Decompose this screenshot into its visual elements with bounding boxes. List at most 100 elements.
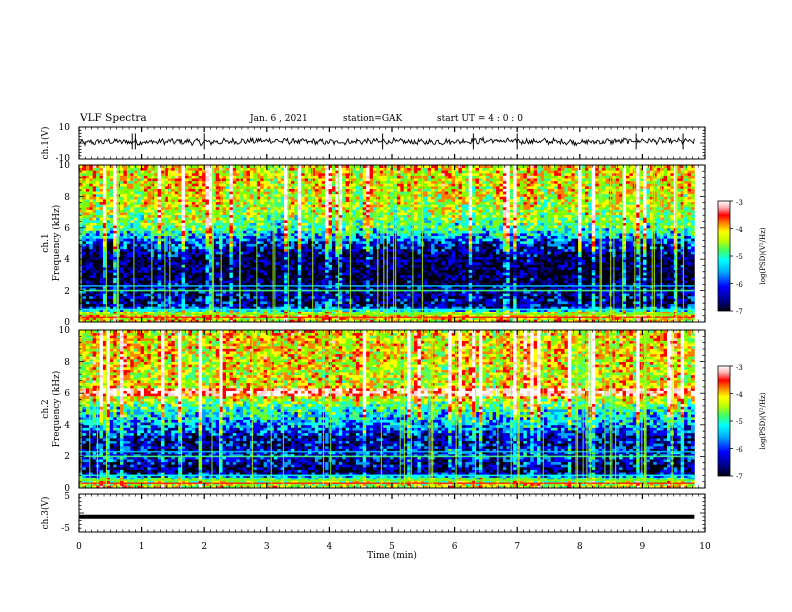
spectrogram-cell [96,262,100,265]
spectrogram-cell [144,181,148,184]
spectrogram-cell [199,262,203,265]
spectrogram-cell [342,275,346,278]
spectrogram-cell [308,238,312,241]
spectrogram-cell [247,209,251,212]
spectrogram-cell [89,173,93,176]
spectrogram-cell [305,304,309,307]
spectrogram-cell [158,301,162,304]
spectrogram-cell [311,170,315,173]
spectrogram-cell [137,168,141,171]
spectrogram-cell [260,238,264,241]
spectrogram-cell [188,175,192,178]
spectrogram-cell [82,202,86,205]
spectrogram-cell [110,217,114,220]
spectrogram-cell [205,264,209,267]
spectrogram-cell [82,254,86,257]
spectrogram-cell [199,257,203,260]
spectrogram-cell [250,204,254,207]
spectrogram-cell [305,244,309,247]
spectrogram-cell [226,304,230,307]
spectrogram-cell [192,301,196,304]
spectrogram-cell [127,204,131,207]
spectrogram-cell [339,215,343,218]
spectrogram-cell [301,223,305,226]
spectrogram-cell [141,267,145,270]
spectrogram-cell [182,278,186,281]
spectrogram-cell [233,298,237,301]
spectrogram-cell [342,230,346,233]
spectrogram-cell [178,259,182,262]
spectrogram-cell [141,293,145,296]
spectrogram-cell [137,204,141,207]
spectrogram-cell [281,194,285,197]
spectrogram-cell [346,194,350,197]
spectrogram-cell [311,262,315,265]
spectrogram-cell [158,259,162,262]
spectrogram-cell [147,220,151,223]
spectrogram-cell [144,249,148,252]
spectrogram-cell [171,183,175,186]
spectrogram-cell [127,186,131,189]
spectrogram-cell [267,298,271,301]
spectrogram-cell [96,304,100,307]
spectrogram-cell [96,217,100,220]
spectrogram-cell [233,217,237,220]
spectrogram-cell [158,244,162,247]
spectrogram-cell [308,296,312,299]
spectrogram-cell [175,275,179,278]
spectrogram-cell [329,280,333,283]
spectrogram-cell [192,178,196,181]
spectrogram-cell [120,204,124,207]
spectrogram-cell [185,189,189,192]
spectrogram-cell [284,204,288,207]
spectrogram-cell [182,293,186,296]
spectrogram-cell [332,223,336,226]
spectrogram-cell [216,196,220,199]
spectrogram-cell [96,296,100,299]
spectrogram-cell [185,191,189,194]
spectrogram-cell [243,183,247,186]
spectrogram-cell [205,293,209,296]
spectrogram-cell [243,244,247,247]
spectrogram-cell [291,191,295,194]
spectrogram-cell [315,262,319,265]
spectrogram-cell [100,241,104,244]
spectrogram-cell [329,278,333,281]
spectrogram-cell [260,267,264,270]
spectrogram-cell [137,181,141,184]
spectrogram-cell [318,230,322,233]
spectrogram-cell [281,244,285,247]
spectrogram-cell [192,202,196,205]
spectrogram-cell [199,278,203,281]
spectrogram-cell [325,228,329,231]
spectrogram-cell [291,230,295,233]
spectrogram-cell [182,280,186,283]
spectrogram-cell [329,244,333,247]
spectrogram-cell [339,241,343,244]
spectrogram-cell [86,296,90,299]
spectrogram-cell [147,275,151,278]
spectrogram-cell [322,212,326,215]
spectrogram-cell [243,217,247,220]
spectrogram-cell [216,217,220,220]
spectrogram-cell [281,183,285,186]
spectrogram-cell [141,196,145,199]
spectrogram-cell [247,175,251,178]
spectrogram-cell [311,257,315,260]
spectrogram-cell [154,262,158,265]
spectrogram-cell [315,254,319,257]
spectrogram-cell [123,175,127,178]
spectrogram-cell [205,228,209,231]
spectrogram-cell [202,228,206,231]
spectrogram-cell [339,223,343,226]
spectrogram-cell [195,189,199,192]
spectrogram-cell [147,196,151,199]
spectrogram-cell [195,209,199,212]
spectrogram-cell [175,270,179,273]
spectrogram-cell [226,178,230,181]
spectrogram-cell [127,244,131,247]
spectrogram-cell [243,207,247,210]
spectrogram-cell [346,207,350,210]
spectrogram-cell [205,246,209,249]
spectrogram-cell [346,238,350,241]
